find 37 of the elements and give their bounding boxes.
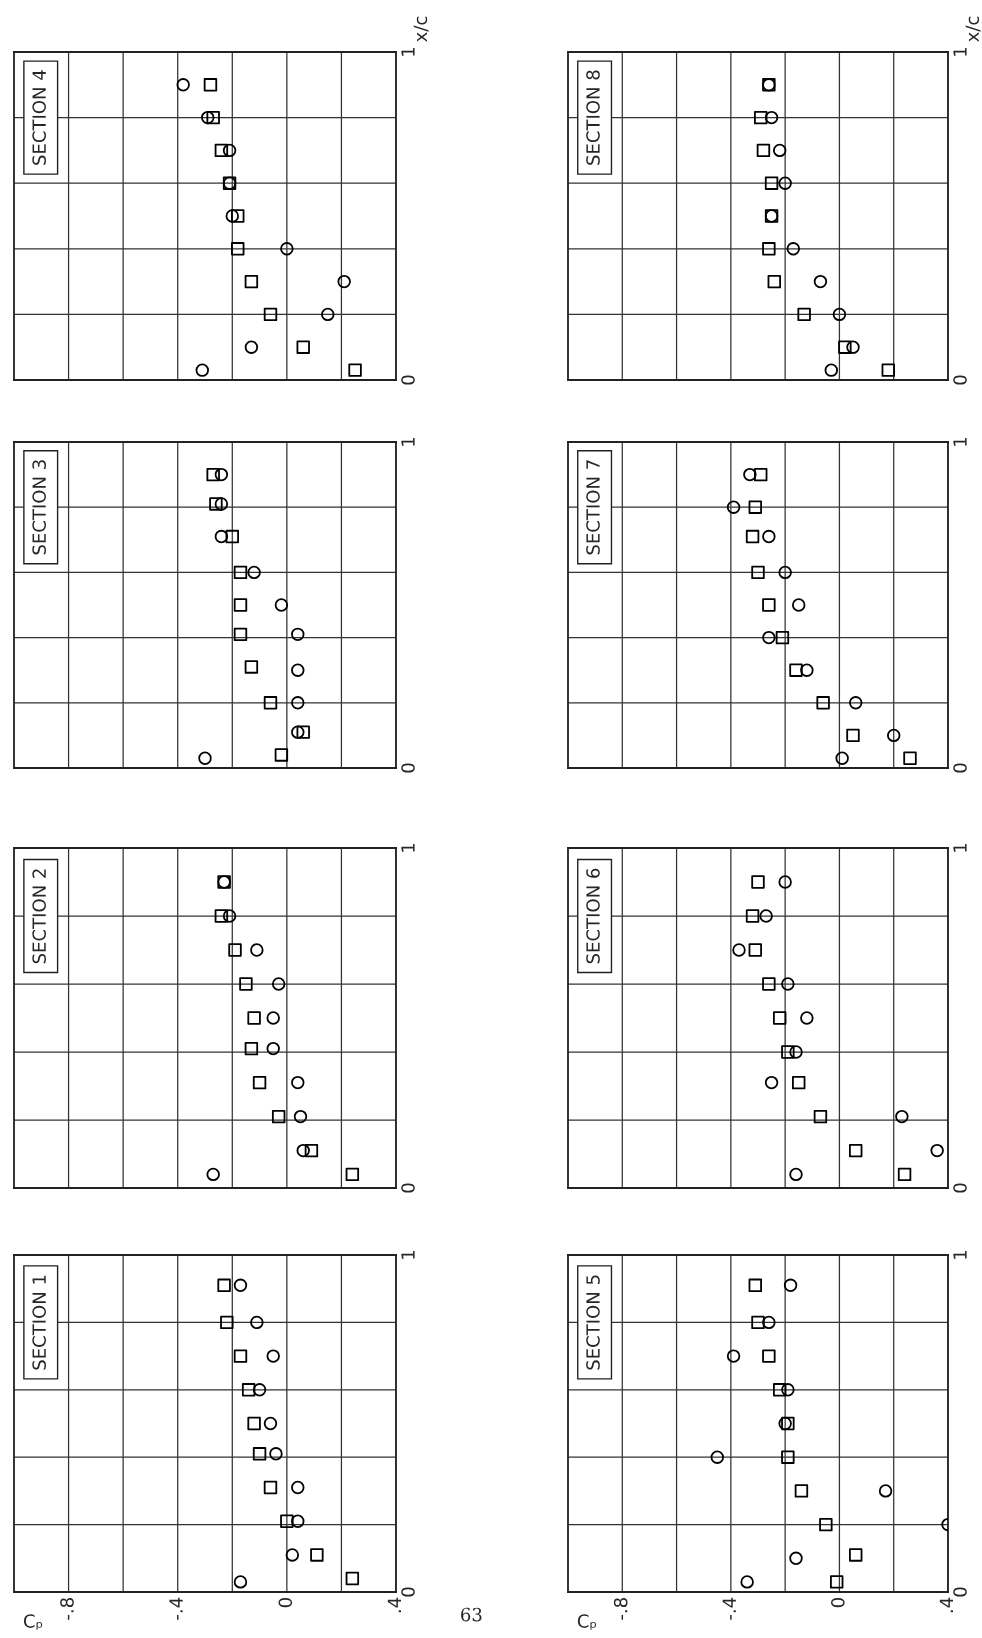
y-tick-label: 0 [401, 1183, 415, 1193]
text: SECTION 6 [586, 868, 600, 964]
x-axis-title: Cₚ [23, 1614, 43, 1630]
y-tick-label: 1 [401, 843, 415, 852]
text: SECTION 8 [586, 70, 600, 165]
text: SECTION 3 [32, 460, 46, 555]
y-tick-label: 1 [401, 1250, 415, 1259]
text: SECTION 4 [32, 70, 46, 165]
x-tick-label: -.4 [722, 1597, 736, 1620]
text: SECTION 2 [32, 869, 46, 964]
text: SECTION 7 [586, 460, 600, 555]
x-tick-label: -.4 [169, 1597, 183, 1620]
y-tick-label: 1 [953, 843, 967, 852]
y-tick-label: 0 [401, 763, 415, 773]
x-tick-label: -.8 [60, 1598, 74, 1620]
x-tick-label: 0 [278, 1598, 293, 1608]
y-tick-label: 1 [953, 47, 967, 56]
y-tick-label: 0 [953, 1183, 967, 1193]
text: 63 [461, 1607, 482, 1622]
text: SECTION 5 [586, 1275, 600, 1370]
y-tick-label: 0 [953, 1587, 967, 1597]
x-tick-label: -.8 [613, 1598, 628, 1620]
y-tick-label: 0 [401, 1587, 415, 1597]
y-tick-label: 1 [953, 437, 967, 446]
y-tick-label: 1 [401, 47, 415, 56]
y-tick-label: 0 [401, 375, 415, 385]
y-tick-label: 0 [953, 763, 967, 773]
y-tick-label: 1 [953, 1250, 967, 1259]
y-axis-title: x/c [965, 16, 981, 42]
y-tick-label: 0 [953, 375, 967, 385]
x-tick-label: .4 [939, 1597, 953, 1613]
text: SECTION 1 [32, 1275, 46, 1370]
x-tick-label: 0 [831, 1598, 845, 1608]
x-axis-title: Cₚ [577, 1614, 597, 1630]
x-tick-label: .4 [387, 1597, 401, 1613]
y-axis-title: x/c [413, 16, 429, 42]
y-tick-label: 1 [401, 437, 415, 446]
